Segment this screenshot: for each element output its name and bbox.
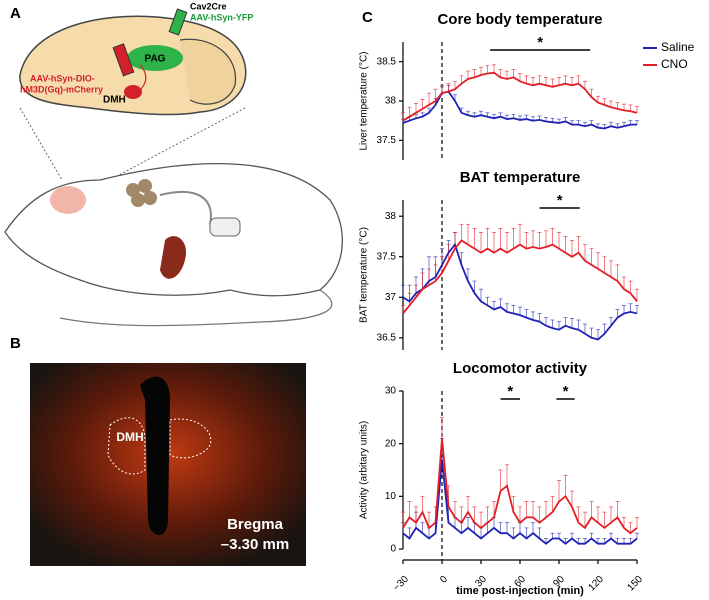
y-tick-label: 38 [385, 96, 397, 107]
histology-image [30, 363, 306, 566]
series-line [402, 459, 638, 545]
y-tick-label: 10 [385, 491, 397, 502]
x-tick-label: 0 [438, 574, 450, 586]
y-tick-label: 36.5 [377, 332, 397, 343]
brain-illustration [19, 8, 247, 116]
panel-label: B [10, 335, 21, 352]
label: AAV-hSyn-YFP [190, 12, 253, 22]
rat-illustration [4, 107, 343, 327]
y-tick-label: 38 [385, 211, 397, 222]
y-tick-label: 38.5 [377, 56, 397, 67]
x-tick-label: 150 [625, 574, 645, 594]
label: AAV-hSyn-DIO- [30, 73, 95, 83]
y-axis-label: Activity (arbitary units) [359, 421, 370, 519]
legend-label: Saline [661, 40, 695, 54]
y-axis-label: BAT temperature (°C) [359, 227, 370, 323]
y-tick-label: 37 [385, 292, 397, 303]
y-tick-label: 0 [390, 544, 396, 555]
y-tick-label: 20 [385, 438, 397, 449]
y-axis-label: Liver temperature (°C) [359, 51, 370, 150]
panel-label: A [10, 5, 21, 22]
y-tick-label: 37.5 [377, 251, 397, 262]
label: –3.30 mm [221, 536, 289, 553]
y-tick-label: 37.5 [377, 135, 397, 146]
label: PAG [145, 54, 166, 65]
series-line [402, 71, 638, 122]
label: hM3D(Gq)-mCherry [20, 84, 103, 94]
legend-label: CNO [661, 57, 688, 71]
label: DMH [103, 95, 126, 106]
chart-title: BAT temperature [460, 169, 581, 186]
label: Bregma [227, 516, 284, 533]
significance-label: * [537, 34, 543, 51]
chart-title: Locomotor activity [453, 360, 588, 377]
panel-label: C [362, 9, 373, 26]
series-line [402, 438, 638, 535]
significance-label: * [557, 192, 563, 209]
label: DMH [116, 430, 143, 444]
y-tick-label: 30 [385, 386, 397, 397]
series-line [402, 242, 638, 341]
significance-label: * [507, 383, 513, 400]
x-axis-label: time post-injection (min) [456, 585, 584, 597]
chart-title: Core body temperature [437, 11, 602, 28]
x-tick-label: 120 [586, 574, 606, 594]
x-tick-label: −30 [391, 574, 411, 594]
significance-label: * [563, 383, 569, 400]
label: Cav2Cre [190, 1, 227, 11]
series-line [402, 239, 638, 315]
